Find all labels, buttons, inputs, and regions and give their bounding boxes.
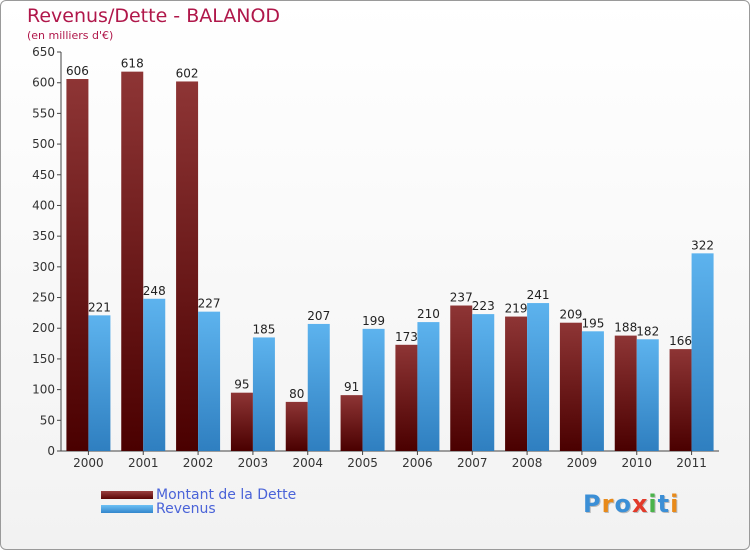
x-tick-label: 2007	[457, 456, 488, 470]
bar-debt	[395, 344, 418, 451]
x-tick-label: 2005	[347, 456, 378, 470]
bar-revenus	[143, 298, 166, 451]
bar-revenus	[362, 328, 385, 451]
proxiti-logo: Proxiti	[583, 490, 679, 518]
data-label-debt: 618	[121, 57, 144, 71]
bar-revenus	[636, 339, 659, 451]
data-label-debt: 602	[176, 66, 199, 80]
bar-debt	[121, 71, 144, 452]
logo-letter: o	[614, 490, 632, 518]
x-tick-label: 2010	[621, 456, 652, 470]
y-tick-label: 350	[32, 229, 55, 243]
bar-revenus	[581, 331, 604, 451]
bar-debt	[285, 401, 308, 451]
bar-debt	[230, 392, 253, 451]
x-tick-label: 2009	[567, 456, 598, 470]
data-label-debt: 166	[669, 334, 692, 348]
data-label-revenus: 241	[527, 288, 550, 302]
y-tick-label: 300	[32, 260, 55, 274]
data-label-revenus: 221	[88, 300, 111, 314]
logo-letter: P	[583, 490, 602, 518]
data-label-revenus: 195	[581, 316, 604, 330]
data-label-revenus: 182	[636, 324, 659, 338]
bar-revenus	[417, 322, 440, 451]
y-tick-label: 200	[32, 321, 55, 335]
legend-swatch-debt	[101, 491, 153, 499]
legend-label-revenus: Revenus	[156, 501, 216, 517]
data-label-debt: 606	[66, 64, 89, 78]
y-tick-label: 250	[32, 291, 55, 305]
y-tick-label: 550	[32, 106, 55, 120]
y-tick-label: 600	[32, 76, 55, 90]
logo-letter: r	[601, 490, 615, 518]
bar-debt	[340, 395, 363, 451]
logo-letter: i	[670, 490, 680, 518]
y-tick-label: 500	[32, 137, 55, 151]
legend-swatch-revenus	[101, 505, 153, 513]
logo-letter: t	[657, 490, 671, 518]
data-label-debt: 219	[505, 302, 528, 316]
data-label-debt: 209	[559, 308, 582, 322]
data-label-revenus: 207	[307, 309, 330, 323]
data-label-debt: 95	[234, 378, 249, 392]
data-label-revenus: 248	[143, 284, 166, 298]
bar-revenus	[198, 311, 221, 451]
x-tick-label: 2011	[676, 456, 707, 470]
bar-debt	[176, 81, 199, 452]
x-tick-label: 2004	[292, 456, 323, 470]
chart-title: Revenus/Dette - BALANOD	[27, 5, 281, 27]
logo-letter: x	[631, 490, 649, 518]
data-label-debt: 80	[289, 387, 304, 401]
logo-letter: i	[648, 490, 658, 518]
x-tick-label: 2003	[238, 456, 269, 470]
x-tick-label: 2000	[73, 456, 104, 470]
y-tick-label: 50	[40, 413, 55, 427]
data-label-debt: 173	[395, 330, 418, 344]
data-label-debt: 188	[614, 321, 637, 335]
bar-revenus	[307, 323, 330, 451]
bars	[66, 71, 714, 452]
bar-debt	[559, 322, 582, 451]
y-tick-label: 400	[32, 198, 55, 212]
bar-revenus	[527, 303, 550, 451]
y-tick-label: 100	[32, 383, 55, 397]
data-label-revenus: 227	[198, 297, 221, 311]
x-tick-label: 2006	[402, 456, 433, 470]
data-label-revenus: 185	[252, 322, 275, 336]
bar-debt	[66, 79, 89, 452]
data-label-debt: 237	[450, 291, 473, 305]
bar-debt	[505, 316, 528, 451]
bar-revenus	[252, 337, 275, 451]
chart-subtitle: (en milliers d'€)	[27, 29, 114, 42]
y-tick-label: 650	[32, 45, 55, 59]
x-tick-label: 2002	[183, 456, 214, 470]
bar-revenus	[472, 314, 495, 451]
data-label-debt: 91	[344, 380, 359, 394]
y-tick-label: 450	[32, 168, 55, 182]
legend-item-debt: Montant de la Dette	[101, 487, 296, 503]
legend-label-debt: Montant de la Dette	[156, 487, 297, 503]
data-label-revenus: 322	[691, 238, 714, 252]
legend-item-revenus: Revenus	[101, 501, 216, 517]
bar-revenus	[691, 253, 714, 451]
data-labels: 606 221 618 248 602 227 95 185 80 207 91 199 173 210 2…	[66, 57, 714, 401]
bar-debt	[669, 349, 692, 451]
y-tick-label: 0	[47, 444, 55, 458]
x-tick-label: 2001	[128, 456, 159, 470]
x-tick-label: 2008	[512, 456, 543, 470]
y-tick-label: 150	[32, 352, 55, 366]
data-label-revenus: 210	[417, 307, 440, 321]
axes: 0 50 100 150 200 250 300 350 400 450 500 550 600 650 2…	[32, 45, 719, 470]
bar-debt	[614, 335, 637, 451]
data-label-revenus: 199	[362, 314, 385, 328]
bar-debt	[450, 305, 473, 451]
data-label-revenus: 223	[472, 299, 495, 313]
bar-revenus	[88, 315, 111, 451]
